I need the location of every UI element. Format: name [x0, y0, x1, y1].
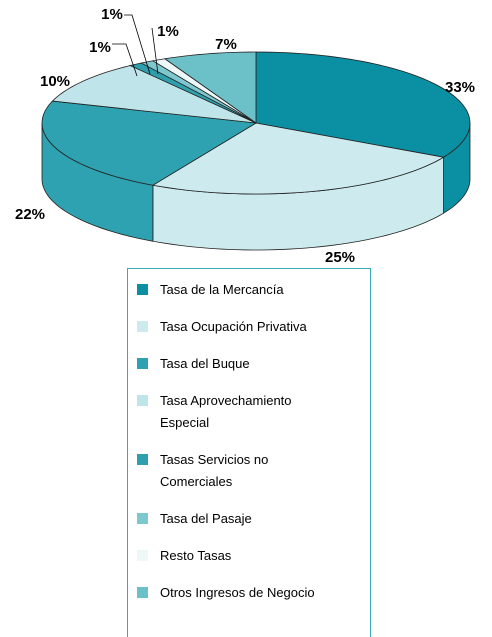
legend-label: Tasa del Pasaje	[160, 511, 252, 526]
legend-label: Tasa Aprovechamiento Especial	[160, 393, 292, 430]
data-label: 1%	[101, 6, 123, 23]
slice	[151, 122, 445, 195]
data-label: 33%	[445, 79, 475, 96]
legend-label: Resto Tasas	[160, 548, 232, 563]
legend-swatch	[137, 587, 148, 598]
legend-item: Tasa del Buque	[137, 353, 370, 375]
leader-line	[112, 43, 138, 77]
legend-item: Tasa de la Mercancía	[137, 279, 370, 301]
legend-swatch	[137, 454, 148, 465]
legend-label: Tasas Servicios no Comerciales	[160, 452, 269, 489]
legend-label: Tasa del Buque	[160, 356, 250, 371]
slice	[51, 65, 257, 124]
legend-swatch	[137, 513, 148, 524]
legend-swatch	[137, 358, 148, 369]
legend-swatch	[137, 284, 148, 295]
data-label: 1%	[89, 39, 111, 56]
legend-label: Tasa de la Mercancía	[160, 282, 284, 297]
legend-label: Tasa Ocupación Privativa	[160, 319, 307, 334]
leader-line	[124, 14, 151, 75]
data-label: 22%	[15, 206, 45, 223]
data-label: 1%	[157, 23, 179, 40]
legend-label: Otros Ingresos de Negocio	[160, 585, 315, 600]
data-label: 7%	[215, 36, 237, 53]
legend-item: Tasa Aprovechamiento Especial	[137, 390, 370, 434]
legend-item: Tasa del Pasaje	[137, 508, 370, 530]
legend-swatch	[137, 550, 148, 561]
pie-chart: 33% 25% 22% 10% 1% 1% 1% 7%	[15, 6, 475, 266]
legend-item: Otros Ingresos de Negocio	[137, 582, 370, 604]
legend-item: Tasas Servicios no Comerciales	[137, 449, 370, 493]
leader-line	[151, 27, 159, 75]
data-label: 10%	[40, 73, 70, 90]
slice	[255, 51, 471, 158]
legend-swatch	[137, 321, 148, 332]
data-label: 25%	[325, 249, 355, 266]
legend-item: Tasa Ocupación Privativa	[137, 316, 370, 338]
legend-swatch	[137, 395, 148, 406]
legend: Tasa de la Mercancía Tasa Ocupación Priva…	[127, 268, 371, 637]
slice	[41, 100, 258, 186]
slice	[163, 51, 257, 124]
legend-item: Resto Tasas	[137, 545, 370, 567]
